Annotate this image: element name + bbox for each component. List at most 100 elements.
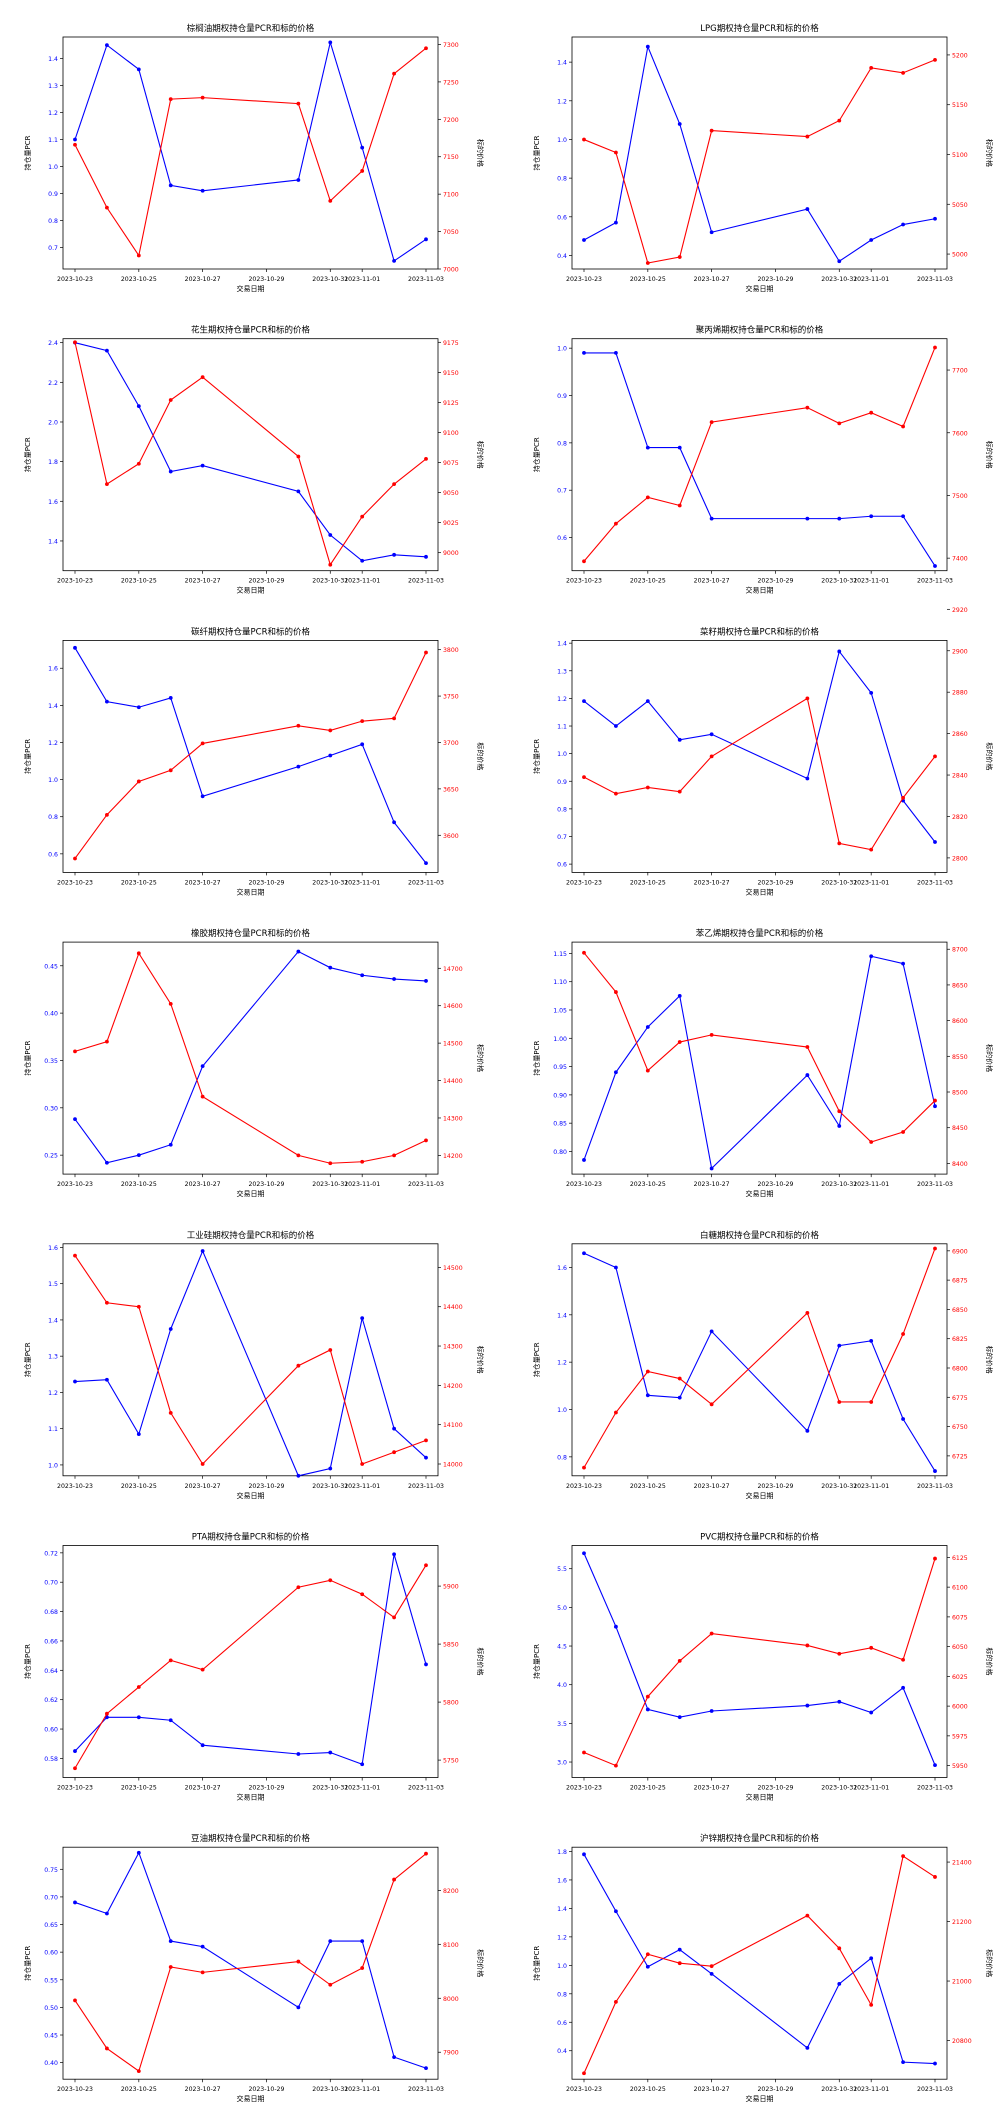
- price-data-point: [805, 1045, 810, 1049]
- left-tick-label: 1.0: [557, 1963, 567, 1970]
- pcr-data-point: [328, 40, 333, 45]
- x-axis-label: 交易日期: [746, 887, 774, 896]
- right-tick-label: 2900: [952, 648, 968, 655]
- x-tick-label: 2023-11-01: [344, 276, 380, 283]
- x-tick-label: 2023-10-31: [821, 578, 857, 585]
- price-data-point: [709, 128, 714, 133]
- price-series-line: [74, 1255, 427, 1465]
- x-tick-label: 2023-10-29: [248, 1181, 284, 1188]
- price-data-point: [869, 2002, 874, 2007]
- left-axis-label: 持仓量PCR: [23, 1644, 32, 1679]
- x-tick-label: 2023-11-03: [408, 276, 444, 283]
- right-tick-label: 5200: [952, 52, 968, 59]
- left-tick-label: 0.4: [557, 2048, 567, 2055]
- pcr-data-point: [805, 207, 810, 211]
- left-tick-label: 1.4: [557, 60, 567, 67]
- right-tick-label: 7400: [952, 556, 968, 563]
- pcr-series-line: [583, 1252, 936, 1472]
- left-tick-label: 0.6: [557, 862, 567, 869]
- x-tick-label: 2023-11-01: [853, 1785, 889, 1792]
- right-tick-label: 2800: [952, 855, 968, 862]
- price-data-point: [424, 46, 428, 51]
- pcr-data-point: [424, 2066, 428, 2071]
- x-tick-label: 2023-10-25: [121, 879, 157, 886]
- price-series-line: [74, 1853, 427, 2072]
- right-tick-label: 6075: [952, 1614, 968, 1621]
- left-tick-label: 0.70: [44, 1894, 58, 1901]
- right-tick-label: 6775: [952, 1395, 968, 1402]
- x-tick-label: 2023-10-31: [312, 578, 348, 585]
- right-tick-label: 9050: [443, 490, 459, 497]
- x-axis-label: 交易日期: [746, 1793, 774, 1802]
- price-data-point: [582, 1750, 586, 1755]
- pcr-series-line: [583, 1553, 936, 1766]
- price-data-point: [582, 2071, 586, 2076]
- pcr-data-point: [933, 216, 937, 221]
- x-tick-label: 2023-11-01: [344, 1483, 380, 1490]
- x-tick-label: 2023-11-01: [344, 2086, 380, 2093]
- plot-frame: [62, 36, 439, 270]
- price-data-point: [168, 1410, 173, 1415]
- pcr-data-point: [136, 67, 141, 72]
- left-tick-label: 1.4: [557, 1312, 567, 1319]
- chart-panel: 花生期权持仓量PCR和标的价格 2023-10-23 2023-10-25 2023-…: [23, 325, 485, 595]
- left-tick-label: 1.0: [48, 1462, 58, 1469]
- right-tick-label: 7100: [443, 192, 459, 199]
- price-data-point: [136, 1685, 141, 1689]
- pcr-data-point: [837, 1124, 842, 1128]
- price-data-point: [392, 716, 396, 721]
- x-tick-label: 2023-10-25: [630, 1181, 666, 1188]
- pcr-data-point: [200, 794, 205, 799]
- x-tick-label: 2023-10-29: [757, 1181, 793, 1188]
- chart-panel: 白糖期权持仓量PCR和标的价格 2023-10-23 2023-10-25 2023-…: [532, 1230, 994, 1500]
- price-data-point: [136, 461, 141, 466]
- price-data-point: [901, 1854, 905, 1859]
- x-axis-label: 交易日期: [237, 887, 265, 896]
- pcr-data-point: [168, 1939, 173, 1944]
- x-tick-label: 2023-10-31: [312, 1785, 348, 1792]
- x-axis-label: 交易日期: [746, 586, 774, 595]
- pcr-data-point: [869, 1338, 874, 1343]
- price-data-point: [933, 1098, 937, 1103]
- price-data-point: [901, 70, 905, 75]
- price-data-point: [328, 562, 333, 567]
- price-data-point: [105, 1039, 109, 1044]
- price-data-point: [582, 559, 586, 564]
- x-tick-label: 2023-10-31: [821, 879, 857, 886]
- x-tick-label: 2023-10-29: [248, 578, 284, 585]
- x-tick-label: 2023-11-01: [344, 578, 380, 585]
- x-tick-label: 2023-11-01: [344, 879, 380, 886]
- x-tick-label: 2023-10-29: [248, 879, 284, 886]
- left-tick-label: 0.95: [553, 1064, 567, 1071]
- price-data-point: [709, 1402, 714, 1407]
- left-tick-label: 1.3: [557, 668, 567, 675]
- left-tick-label: 0.6: [557, 214, 567, 221]
- plot-frame: [571, 941, 948, 1175]
- left-tick-label: 1.15: [553, 951, 567, 958]
- left-axis-label: 持仓量PCR: [23, 1040, 32, 1075]
- pcr-data-point: [168, 696, 173, 700]
- left-tick-label: 1.6: [557, 1265, 567, 1272]
- price-data-point: [73, 856, 77, 861]
- price-data-point: [168, 97, 173, 102]
- x-tick-label: 2023-11-03: [917, 1483, 953, 1490]
- right-tick-label: 9125: [443, 400, 459, 407]
- pcr-data-point: [424, 237, 428, 242]
- x-tick-label: 2023-10-27: [185, 1785, 221, 1792]
- right-tick-label: 6850: [952, 1307, 968, 1314]
- chart-panel: 豆油期权持仓量PCR和标的价格 2023-10-23 2023-10-25 2023-…: [23, 1833, 485, 2103]
- price-data-point: [424, 1563, 428, 1568]
- price-data-point: [709, 420, 714, 424]
- chart-title: 花生期权持仓量PCR和标的价格: [191, 325, 310, 336]
- price-data-point: [105, 2046, 109, 2051]
- price-data-point: [73, 142, 77, 147]
- pcr-data-point: [360, 145, 365, 150]
- right-tick-label: 2920: [952, 607, 968, 614]
- price-data-point: [424, 650, 428, 655]
- chart-panel: 苯乙烯期权持仓量PCR和标的价格 2023-10-23 2023-10-25 2023…: [532, 928, 994, 1198]
- price-data-point: [677, 503, 682, 508]
- right-tick-label: 9150: [443, 370, 459, 377]
- pcr-data-point: [837, 1343, 842, 1348]
- right-tick-label: 14700: [443, 966, 463, 973]
- right-tick-label: 5000: [952, 252, 968, 259]
